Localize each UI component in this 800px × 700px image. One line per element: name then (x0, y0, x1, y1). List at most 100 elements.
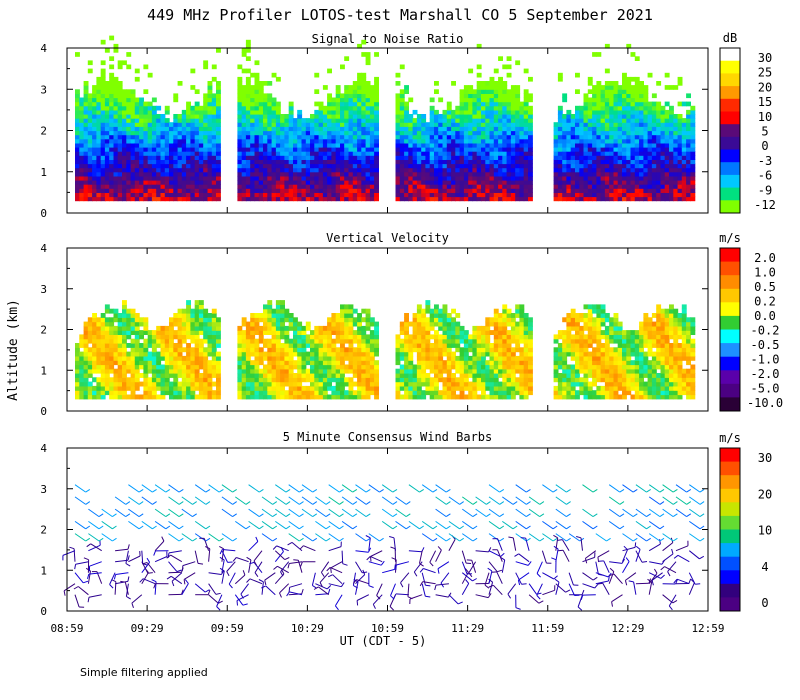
snr-cell (322, 138, 328, 144)
snr-cell (100, 175, 106, 181)
snr-cell (416, 126, 422, 132)
figure-title: 449 MHz Profiler LOTOS-test Marshall CO … (147, 6, 653, 24)
vv-cell (297, 381, 303, 387)
snr-cell (617, 180, 623, 185)
snr-cell (331, 188, 337, 193)
snr-cell (421, 126, 427, 132)
snr-cell (267, 192, 273, 198)
snr-cell (515, 134, 521, 140)
vv-cell (322, 381, 328, 387)
vv-cell (241, 390, 247, 396)
snr-cell (280, 151, 285, 156)
snr-cell (284, 188, 290, 193)
snr-cell (151, 126, 157, 132)
vv-cell (156, 330, 162, 335)
snr-cell (557, 184, 563, 189)
snr-cell (275, 180, 281, 185)
snr-cell (677, 101, 683, 107)
vv-cell (263, 390, 268, 396)
snr-cell (331, 147, 337, 152)
snr-cell (502, 188, 508, 193)
snr-cell (416, 138, 422, 144)
vv-cell (263, 343, 268, 348)
vv-cell (335, 351, 341, 357)
snr-cell (173, 167, 179, 173)
snr-cell (216, 122, 221, 127)
snr-cell (502, 142, 508, 148)
snr-cell (143, 134, 149, 140)
vv-cell (181, 308, 187, 314)
vv-cell (412, 338, 418, 344)
snr-cell (203, 167, 209, 173)
vv-cell (216, 343, 221, 348)
snr-cell (75, 171, 80, 177)
vv-cell (438, 321, 444, 327)
snr-cell (622, 142, 627, 148)
vv-cell (122, 394, 127, 400)
vv-cell (412, 321, 418, 327)
snr-cell (455, 130, 461, 136)
snr-cell (352, 163, 358, 169)
snr-cell (297, 159, 303, 165)
snr-cell (263, 155, 268, 160)
snr-cell (493, 151, 499, 156)
snr-cell (468, 114, 474, 119)
snr-cell (151, 151, 157, 156)
snr-cell (305, 151, 311, 156)
vv-cell (361, 381, 367, 387)
vv-cell (404, 321, 409, 327)
vv-cell (194, 317, 200, 323)
vv-cell (164, 347, 170, 353)
vv-cell (310, 390, 315, 396)
snr-cell (566, 159, 572, 165)
snr-cell (459, 163, 465, 169)
snr-cell (626, 114, 632, 119)
snr-cell (271, 142, 277, 148)
vv-cell (147, 390, 153, 396)
snr-cell (463, 142, 469, 148)
snr-cell (583, 134, 589, 140)
snr-cell (297, 147, 303, 152)
vv-cell (318, 347, 324, 353)
vv-cell (203, 351, 209, 357)
vv-cell (335, 394, 341, 400)
snr-cell (498, 126, 503, 132)
snr-cell (96, 184, 102, 189)
vv-cell (357, 313, 362, 318)
snr-cell (404, 142, 409, 148)
snr-cell (677, 81, 683, 86)
vv-cell (348, 368, 354, 374)
snr-cell (438, 130, 444, 136)
snr-cell (263, 192, 268, 198)
vv-cell (335, 317, 341, 323)
snr-cell (592, 159, 597, 165)
vv-cell (237, 360, 243, 366)
vv-cell (92, 321, 97, 327)
snr-cell (113, 93, 119, 99)
vv-cell (186, 308, 191, 314)
snr-cell (617, 85, 623, 90)
vv-cell (404, 381, 409, 387)
snr-cell (604, 167, 610, 173)
vv-cell (429, 347, 435, 353)
snr-cell (519, 159, 525, 165)
vv-cell (194, 373, 200, 378)
snr-cell (613, 184, 619, 189)
vv-cell (395, 385, 401, 391)
snr-cell (318, 155, 324, 160)
snr-cell (305, 171, 311, 177)
vv-cell (207, 394, 213, 400)
vv-cell (280, 394, 285, 400)
snr-cell (263, 101, 268, 107)
snr-cell (408, 171, 414, 177)
snr-cell (181, 147, 187, 152)
vv-cell (429, 360, 435, 366)
vv-cell (122, 381, 127, 387)
snr-cell (275, 122, 281, 127)
vv-cell (408, 355, 414, 361)
snr-cell (639, 151, 644, 156)
vv-cell (275, 343, 281, 348)
snr-cell (173, 180, 179, 185)
vv-cell (416, 304, 422, 310)
vv-cell (186, 373, 191, 378)
